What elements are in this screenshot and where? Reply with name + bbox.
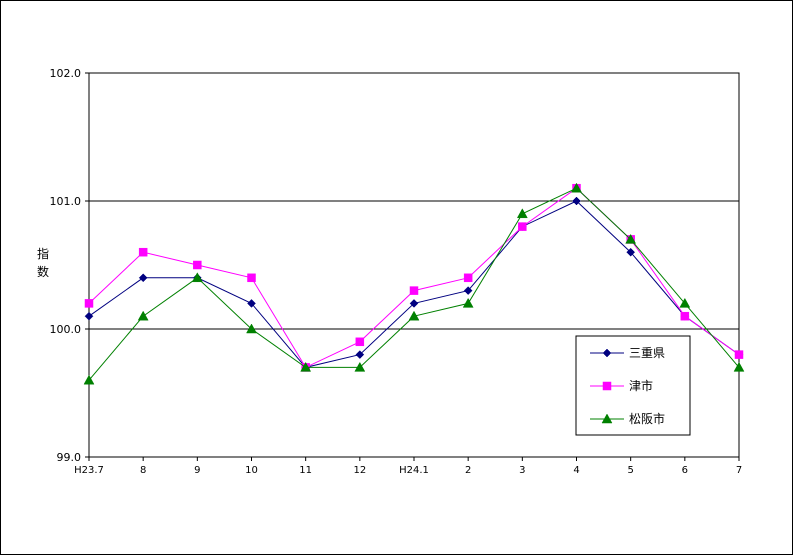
y-tick-label: 101.0 bbox=[50, 195, 82, 208]
x-tick-label: 2 bbox=[465, 465, 471, 476]
x-tick-label: 8 bbox=[140, 465, 146, 476]
data-point bbox=[572, 196, 581, 206]
legend-label: 松阪市 bbox=[629, 411, 665, 426]
x-axis-ticks: H23.7 8 9 10 11 12 H24.1 2 3 4 5 6 7 bbox=[74, 457, 742, 476]
y-tick-label: 102.0 bbox=[50, 67, 82, 80]
data-point bbox=[355, 337, 365, 347]
x-tick-label: H23.7 bbox=[74, 465, 104, 476]
x-tick-label: 6 bbox=[682, 465, 688, 476]
legend-label: 三重県 bbox=[629, 346, 665, 360]
data-point bbox=[734, 350, 744, 359]
data-point bbox=[300, 361, 312, 372]
data-point bbox=[409, 286, 419, 295]
legend-item: 三重県 bbox=[590, 346, 665, 360]
data-point bbox=[571, 182, 582, 193]
y-tick-label: 99.0 bbox=[57, 451, 82, 464]
data-point bbox=[193, 260, 202, 270]
data-point bbox=[462, 297, 474, 308]
data-point bbox=[409, 299, 419, 308]
x-tick-label: 5 bbox=[627, 465, 633, 476]
data-point bbox=[138, 247, 148, 257]
data-point bbox=[246, 323, 257, 334]
data-point bbox=[247, 299, 256, 308]
legend-marker bbox=[602, 381, 612, 391]
data-point bbox=[463, 286, 473, 295]
x-tick-label: 11 bbox=[299, 465, 312, 476]
legend-item: 津市 bbox=[590, 378, 653, 393]
x-tick-label: 10 bbox=[245, 465, 258, 476]
data-point bbox=[354, 361, 366, 372]
gridlines bbox=[89, 200, 739, 330]
y-axis-label-char-1: 指 bbox=[37, 246, 49, 261]
data-point bbox=[84, 299, 94, 308]
data-point bbox=[191, 272, 203, 283]
y-axis-label-char-2: 数 bbox=[37, 264, 49, 279]
data-point bbox=[463, 273, 473, 283]
legend-marker bbox=[602, 348, 612, 358]
data-point bbox=[84, 311, 94, 321]
legend-marker bbox=[601, 413, 613, 424]
data-point bbox=[137, 310, 149, 321]
data-point bbox=[355, 350, 365, 359]
y-tick-label: 100.0 bbox=[50, 323, 82, 336]
data-point bbox=[518, 222, 527, 231]
data-point bbox=[516, 208, 528, 219]
data-point bbox=[83, 374, 95, 385]
data-point bbox=[679, 297, 691, 308]
data-point bbox=[733, 361, 745, 372]
x-tick-label: 12 bbox=[353, 465, 366, 476]
data-point bbox=[408, 310, 420, 321]
x-tick-label: H24.1 bbox=[399, 465, 429, 476]
x-tick-label: 9 bbox=[194, 465, 200, 476]
data-point bbox=[626, 247, 636, 257]
data-point bbox=[138, 273, 148, 283]
data-point bbox=[680, 311, 690, 321]
y-axis-ticks: 99.0 100.0 101.0 102.0 bbox=[50, 67, 89, 464]
legend-item: 松阪市 bbox=[590, 411, 665, 426]
series-triangle bbox=[83, 182, 745, 385]
x-tick-label: 4 bbox=[573, 465, 579, 476]
data-point bbox=[625, 233, 637, 244]
data-point bbox=[247, 273, 256, 283]
x-tick-label: 3 bbox=[519, 465, 525, 476]
legend-label: 津市 bbox=[629, 378, 653, 393]
series-group bbox=[83, 182, 745, 385]
x-tick-label: 7 bbox=[736, 465, 742, 476]
